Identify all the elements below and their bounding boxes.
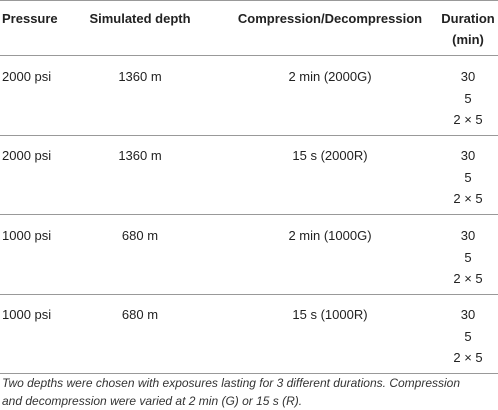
table-cell: 680 m bbox=[121, 228, 159, 243]
duration-value: 5 bbox=[464, 169, 472, 185]
table-cell: 1360 m bbox=[118, 69, 162, 84]
table-cell: 2 min (2000G) bbox=[288, 69, 372, 84]
duration-value: 2 × 5 bbox=[453, 191, 483, 206]
row-rule bbox=[0, 214, 498, 215]
duration-value: 30 bbox=[460, 69, 476, 84]
table-cell: 15 s (1000R) bbox=[292, 307, 368, 322]
duration-value: 2 × 5 bbox=[453, 112, 483, 127]
duration-value: 5 bbox=[464, 328, 472, 344]
header-cell: Compression/Decompression bbox=[237, 11, 423, 26]
table-cell: 2000 psi bbox=[2, 69, 52, 84]
duration-value: 30 bbox=[460, 307, 476, 322]
footnote: Two depths were chosen with exposures la… bbox=[2, 376, 461, 390]
table-cell: 1360 m bbox=[118, 148, 162, 163]
row-rule bbox=[0, 373, 498, 374]
header-rule bbox=[0, 55, 498, 56]
row-rule bbox=[0, 294, 498, 295]
duration-value: 30 bbox=[460, 228, 476, 243]
duration-value: 5 bbox=[464, 249, 472, 265]
table-cell: 1000 psi bbox=[2, 228, 52, 243]
table-cell: 15 s (2000R) bbox=[292, 148, 368, 163]
table-cell: 1000 psi bbox=[2, 307, 52, 322]
duration-value: 2 × 5 bbox=[453, 350, 483, 365]
table-cell: 680 m bbox=[121, 307, 159, 322]
table-cell: 2000 psi bbox=[2, 148, 52, 163]
table-cell: 2 min (1000G) bbox=[288, 228, 372, 243]
top-rule bbox=[0, 0, 498, 1]
duration-value: 30 bbox=[460, 148, 476, 163]
duration-value: 2 × 5 bbox=[453, 271, 483, 286]
header-cell: Duration bbox=[441, 11, 495, 26]
header-cell: Simulated depth bbox=[89, 11, 191, 26]
duration-value: 5 bbox=[464, 90, 472, 106]
row-rule bbox=[0, 135, 498, 136]
header-cell: (min) bbox=[452, 32, 484, 47]
header-cell: Pressure bbox=[2, 11, 58, 26]
footnote: and decompression were varied at 2 min (… bbox=[2, 394, 303, 408]
